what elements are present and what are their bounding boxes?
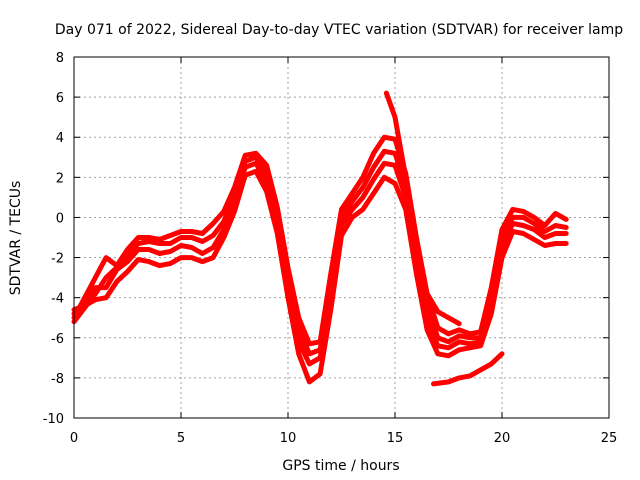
chart-title: Day 071 of 2022, Sidereal Day-to-day VTE…	[55, 22, 623, 38]
y-tick-label-9: 8	[56, 51, 64, 66]
y-tick-label-3: -4	[51, 292, 64, 307]
y-axis-label: SDTVAR / TECUs	[8, 181, 24, 296]
x-tick-labels: 0 5 10 15 20 25	[70, 431, 617, 446]
series-line-5	[383, 90, 462, 327]
series-line-2	[71, 148, 569, 357]
x-tick-label-0: 0	[70, 431, 78, 446]
y-tick-labels: -10 -8 -6 -4 -2 0 2 4 6 8	[43, 51, 64, 427]
y-tick-label-1: -8	[51, 372, 64, 387]
ticks	[73, 56, 610, 419]
series-line-4	[71, 168, 569, 385]
y-tick-label-6: 2	[56, 171, 64, 186]
x-tick-label-3: 15	[387, 431, 404, 446]
y-tick-label-0: -10	[43, 412, 64, 427]
series-group	[71, 90, 569, 387]
x-tick-label-2: 10	[280, 431, 297, 446]
x-tick-label-5: 25	[601, 431, 618, 446]
y-tick-label-5: 0	[56, 211, 64, 226]
x-axis-label: GPS time / hours	[282, 458, 399, 474]
y-tick-label-2: -6	[51, 332, 64, 347]
y-tick-label-7: 4	[56, 131, 64, 146]
series-line-6	[431, 351, 505, 387]
x-tick-label-4: 20	[494, 431, 511, 446]
y-tick-label-8: 6	[56, 91, 64, 106]
plot-frame	[73, 56, 610, 419]
y-tick-label-4: -2	[51, 252, 64, 267]
x-tick-label-1: 5	[177, 431, 185, 446]
